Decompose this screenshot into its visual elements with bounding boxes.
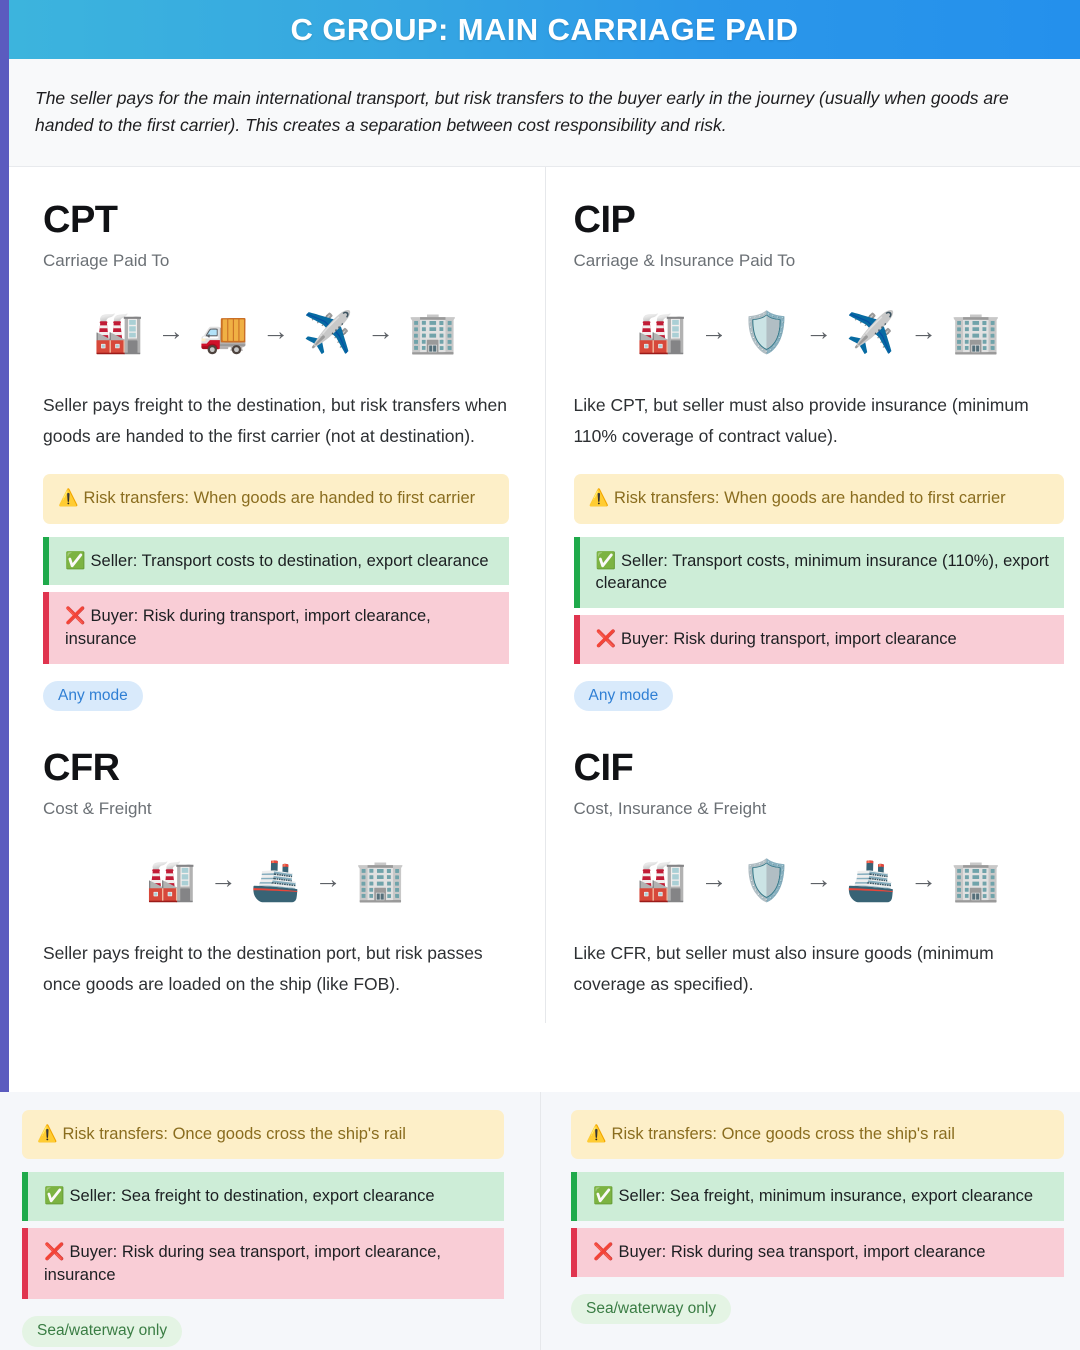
buyer-responsibility: ❌ Buyer: Risk during sea transport, impor… xyxy=(571,1227,1064,1277)
column-right: CIP Carriage & Insurance Paid To 🏭 → 🛡️ … xyxy=(544,167,1080,1023)
warning-icon: ⚠️ xyxy=(588,489,610,508)
seller-responsibility: ✅ Seller: Sea freight to destination, exp… xyxy=(22,1172,504,1221)
seller-responsibility: ✅ Seller: Transport costs to destination,… xyxy=(43,536,509,586)
arrow-icon: → xyxy=(314,863,342,894)
transport-mode-badge: Sea/waterway only xyxy=(22,1316,183,1347)
term-code: CIP xyxy=(573,199,636,242)
risk-transfer-text: Risk transfers: Once goods cross the shi… xyxy=(62,1125,406,1143)
transport-mode-badge: Any mode xyxy=(43,680,143,712)
term-full-name: Carriage & Insurance Paid To xyxy=(573,251,796,271)
term-description: Seller pays freight to the destination p… xyxy=(43,943,483,995)
column-left: CPT Carriage Paid To 🏭 → 🚚 → ✈️ → 🏢 Sell… xyxy=(9,167,545,1022)
truck-icon: 🚚 xyxy=(198,311,249,356)
term-full-name: Cost & Freight xyxy=(43,799,152,819)
term-card-cfr[interactable]: CFR Cost & Freight 🏭 → 🚢 → 🏢 Seller pays… xyxy=(9,711,545,1000)
arrow-icon: → xyxy=(805,315,833,346)
office-building-icon: 🏢 xyxy=(408,311,458,356)
warning-icon: ⚠️ xyxy=(586,1125,607,1143)
check-icon: ✅ xyxy=(595,551,617,570)
term-code: CIF xyxy=(573,747,634,790)
cross-icon: ❌ xyxy=(593,1242,614,1261)
bottom-continuation: ⚠️ Risk transfers: Once goods cross the s… xyxy=(0,1092,1080,1350)
ship-icon: 🚢 xyxy=(250,859,301,904)
airplane-icon: ✈️ xyxy=(303,311,354,356)
transport-mode-badge: Sea/waterway only xyxy=(571,1293,732,1325)
transport-flow: 🏭 → 🛡️ → ✈️ → 🏢 xyxy=(574,302,1065,364)
shield-icon: 🛡️ xyxy=(741,311,792,356)
transport-flow: 🏭 → 🛡️ → 🚢 → 🏢 xyxy=(574,850,1065,912)
arrow-icon: → xyxy=(262,315,290,346)
arrow-icon: → xyxy=(700,863,728,894)
arrow-icon: → xyxy=(209,863,237,894)
buyer-text: Buyer: Risk during sea transport, import… xyxy=(618,1242,986,1261)
check-icon: ✅ xyxy=(65,551,86,570)
intro-text: The seller pays for the main internation… xyxy=(35,88,1009,135)
term-card-cif[interactable]: CIF Cost, Insurance & Freight 🏭 → 🛡️ → 🚢… xyxy=(546,711,1080,1000)
buyer-text: Buyer: Risk during transport, import cle… xyxy=(65,607,431,649)
term-card-cip[interactable]: CIP Carriage & Insurance Paid To 🏭 → 🛡️ … xyxy=(546,167,1080,712)
buyer-responsibility: ❌ Buyer: Risk during transport, import cl… xyxy=(43,592,509,664)
seller-responsibility: ✅ Seller: Transport costs, minimum insura… xyxy=(573,536,1064,609)
header-banner: C GROUP: MAIN CARRIAGE PAID xyxy=(9,0,1080,59)
term-description: Like CPT, but seller must also provide i… xyxy=(573,395,1029,447)
cfr-continuation: ⚠️ Risk transfers: Once goods cross the s… xyxy=(0,1092,540,1347)
term-code: CPT xyxy=(43,199,118,242)
risk-transfer-callout: ⚠️ Risk transfers: Once goods cross the s… xyxy=(22,1110,504,1160)
page-title: C GROUP: MAIN CARRIAGE PAID xyxy=(290,11,799,47)
check-icon: ✅ xyxy=(593,1187,614,1206)
risk-transfer-callout: ⚠️ Risk transfers: When goods are handed … xyxy=(573,474,1064,524)
arrow-icon: → xyxy=(367,315,395,346)
seller-text: Seller: Transport costs, minimum insuran… xyxy=(595,551,1049,593)
transport-flow: 🏭 → 🚚 → ✈️ → 🏢 xyxy=(43,302,509,364)
arrow-icon: → xyxy=(910,863,938,894)
factory-icon: 🏭 xyxy=(93,311,144,356)
risk-transfer-callout: ⚠️ Risk transfers: When goods are handed … xyxy=(43,474,509,524)
factory-icon: 🏭 xyxy=(146,859,196,904)
office-building-icon: 🏢 xyxy=(951,859,1001,904)
main-card: C GROUP: MAIN CARRIAGE PAID The seller p… xyxy=(0,0,1080,1092)
seller-text: Seller: Sea freight to destination, expo… xyxy=(69,1187,435,1206)
cif-continuation: ⚠️ Risk transfers: Once goods cross the s… xyxy=(540,1092,1080,1350)
warning-icon: ⚠️ xyxy=(58,489,79,508)
warning-icon: ⚠️ xyxy=(37,1125,58,1143)
term-code: CFR xyxy=(43,747,120,790)
intro-section: The seller pays for the main internation… xyxy=(9,59,1080,168)
terms-grid: CPT Carriage Paid To 🏭 → 🚚 → ✈️ → 🏢 Sell… xyxy=(9,167,1080,1023)
transport-flow: 🏭 → 🚢 → 🏢 xyxy=(43,850,509,912)
cross-icon: ❌ xyxy=(44,1242,65,1261)
arrow-icon: → xyxy=(157,315,185,346)
ship-icon: 🚢 xyxy=(846,859,897,904)
buyer-responsibility: ❌ Buyer: Risk during sea transport, impor… xyxy=(22,1227,504,1300)
cross-icon: ❌ xyxy=(65,607,86,626)
factory-icon: 🏭 xyxy=(636,859,687,904)
seller-responsibility: ✅ Seller: Sea freight, minimum insurance,… xyxy=(571,1172,1064,1221)
seller-text: Seller: Transport costs to destination, … xyxy=(90,551,489,570)
office-building-icon: 🏢 xyxy=(355,859,406,904)
arrow-icon: → xyxy=(805,863,833,894)
check-icon: ✅ xyxy=(44,1187,65,1206)
term-full-name: Cost, Insurance & Freight xyxy=(573,799,767,819)
factory-icon: 🏭 xyxy=(636,311,687,356)
risk-transfer-text: Risk transfers: Once goods cross the shi… xyxy=(611,1125,955,1143)
term-card-cpt[interactable]: CPT Carriage Paid To 🏭 → 🚚 → ✈️ → 🏢 Sell… xyxy=(9,167,545,712)
office-building-icon: 🏢 xyxy=(951,311,1001,356)
arrow-icon: → xyxy=(700,315,728,346)
buyer-responsibility: ❌ Buyer: Risk during transport, import cl… xyxy=(573,615,1064,664)
shield-icon: 🛡️ xyxy=(741,859,792,904)
risk-transfer-text: Risk transfers: When goods are handed to… xyxy=(614,489,1006,508)
seller-text: Seller: Sea freight, minimum insurance, … xyxy=(618,1187,1034,1206)
term-full-name: Carriage Paid To xyxy=(43,251,170,271)
transport-mode-badge: Any mode xyxy=(573,680,674,712)
term-description: Like CFR, but seller must also insure go… xyxy=(573,943,994,995)
buyer-text: Buyer: Risk during transport, import cle… xyxy=(621,630,957,649)
risk-transfer-callout: ⚠️ Risk transfers: Once goods cross the s… xyxy=(571,1110,1064,1160)
cross-icon: ❌ xyxy=(595,630,617,649)
airplane-icon: ✈️ xyxy=(846,311,897,356)
arrow-icon: → xyxy=(910,315,938,346)
buyer-text: Buyer: Risk during sea transport, import… xyxy=(44,1242,441,1284)
risk-transfer-text: Risk transfers: When goods are handed to… xyxy=(83,489,476,508)
term-description: Seller pays freight to the destination, … xyxy=(43,395,507,447)
